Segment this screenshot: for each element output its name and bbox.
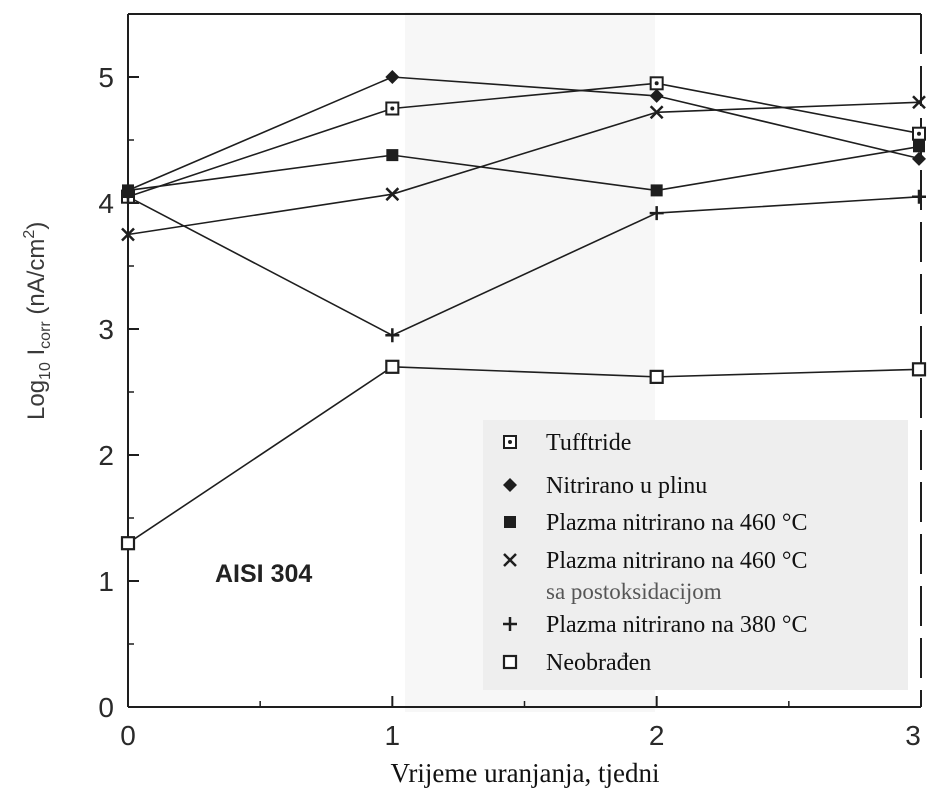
legend-5-marker	[502, 654, 518, 670]
axis-ticks: 0 1 2 3 4 5 0 1 2 3	[98, 62, 922, 751]
series-4-point	[385, 328, 400, 343]
y-tick-label: 3	[98, 314, 114, 345]
series-1-point	[912, 151, 926, 166]
series-5-point	[911, 362, 927, 377]
series-5-point	[649, 369, 664, 384]
legend-2-label: Plazma nitrirano na 460 °C	[546, 510, 808, 536]
legend-3-label: Plazma nitrirano na 460 °C	[546, 548, 808, 574]
legend-3-marker	[503, 553, 517, 567]
series-3-point	[912, 95, 926, 110]
y-tick-label: 1	[98, 566, 114, 597]
series-3-point	[385, 187, 400, 202]
x-tick-label: 1	[385, 720, 401, 751]
legend: Tufftride Nitrirano u plinu Plazma nitrira…	[483, 420, 908, 690]
series-lines	[127, 76, 922, 544]
legend-1-label: Nitrirano u plinu	[546, 473, 707, 499]
legend-0-marker-dot	[508, 440, 512, 444]
legend-2-marker	[504, 516, 516, 528]
x-tick-label: 2	[649, 720, 665, 751]
series-1-line	[127, 76, 922, 192]
series-3-point	[121, 227, 135, 242]
series-4-point	[912, 189, 926, 204]
series-5-line	[127, 365, 922, 544]
series-4-line	[127, 195, 922, 337]
y-tick-label: 0	[98, 692, 114, 723]
legend-3-label-line2: sa postoksidacijom	[546, 579, 722, 604]
y-axis-label: Log10 Icorr (nA/cm2)	[21, 222, 54, 420]
series-0-point-dot	[654, 81, 659, 86]
series-3-line	[127, 101, 922, 236]
x-axis-label: Vrijeme uranjanja, tjedni	[390, 758, 659, 788]
y-tick-label: 2	[98, 440, 114, 471]
series-4-point	[121, 189, 135, 204]
series-4-point	[649, 206, 664, 221]
series-2-point	[913, 140, 925, 153]
series-2-line	[127, 145, 922, 192]
series-0-point-dot	[390, 106, 395, 111]
legend-4-label: Plazma nitrirano na 380 °C	[546, 612, 808, 638]
series-0-point-dot	[917, 131, 921, 136]
series-3-point	[649, 105, 664, 120]
legend-1-marker	[503, 478, 517, 492]
series-0-line	[127, 82, 922, 198]
series-5-point	[120, 536, 136, 551]
series-2-point	[650, 184, 663, 197]
series-2-point	[386, 149, 399, 162]
y-tick-label: 5	[98, 62, 114, 93]
x-tick-label: 0	[120, 720, 136, 751]
series-1-point	[649, 88, 664, 103]
x-tick-label: 3	[905, 720, 921, 751]
legend-5-label: Neobrađen	[546, 650, 651, 676]
y-tick-label: 4	[98, 188, 114, 219]
series-1-point	[385, 70, 400, 84]
legend-0-label: Tufftride	[546, 430, 631, 456]
legend-4-marker	[503, 617, 517, 631]
legend-box	[483, 420, 908, 690]
series-5-point	[385, 359, 400, 374]
chart-annotation: AISI 304	[215, 560, 312, 588]
series-markers	[120, 70, 927, 551]
